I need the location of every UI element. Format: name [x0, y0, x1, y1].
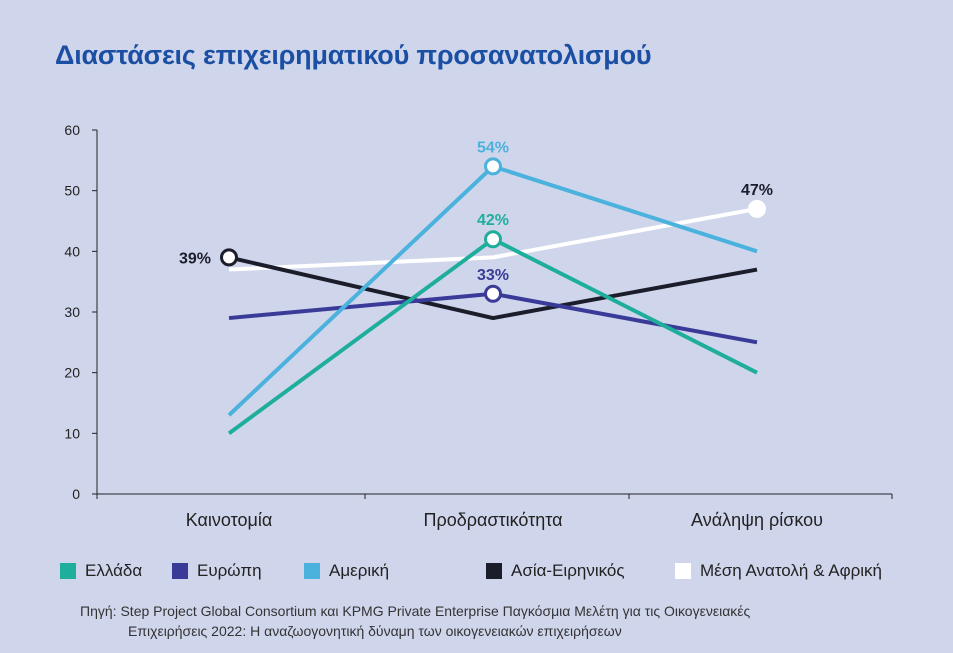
legend-swatch-middle-east-africa — [675, 563, 691, 579]
legend-item-asia-pacific: Ασία-Ειρηνικός — [486, 561, 625, 581]
legend-label-greece: Ελλάδα — [85, 561, 143, 580]
legend-label-middle-east-africa: Μέση Ανατολή & Αφρική — [700, 561, 883, 580]
legend-label-europe: Ευρώπη — [197, 561, 262, 580]
y-tick-label: 0 — [72, 486, 80, 502]
legend-item-middle-east-africa: Μέση Ανατολή & Αφρική — [675, 561, 882, 581]
source-note: Πηγή: Step Project Global Consortium και… — [80, 601, 940, 641]
x-tick-label: Καινοτομία — [186, 510, 273, 530]
data-point-marker — [484, 284, 502, 303]
y-tick-label: 50 — [64, 183, 80, 199]
legend-item-america: Αμερική — [304, 561, 389, 581]
chart-title: Διαστάσεις επιχειρηματικού προσανατολισμ… — [55, 40, 652, 70]
data-label: 54% — [477, 139, 509, 156]
source-line-1: Πηγή: Step Project Global Consortium και… — [80, 603, 751, 619]
legend-swatch-europe — [172, 563, 188, 579]
y-tick-label: 40 — [64, 243, 80, 259]
data-point-marker — [220, 248, 238, 267]
legend-swatch-asia-pacific — [486, 563, 502, 579]
data-point-marker — [748, 199, 766, 218]
x-tick-label: Προδραστικότητα — [423, 510, 562, 530]
source-line-2: Επιχειρήσεις 2022: Η αναζωογονητική δύνα… — [128, 623, 622, 639]
data-point-marker — [484, 230, 502, 249]
legend-item-greece: Ελλάδα — [60, 561, 142, 581]
y-tick-label: 30 — [64, 304, 80, 320]
legend-swatch-america — [304, 563, 320, 579]
legend-label-america: Αμερική — [329, 561, 390, 580]
legend-item-europe: Ευρώπη — [172, 561, 262, 581]
y-tick-label: 10 — [64, 425, 80, 441]
data-label: 33% — [477, 267, 509, 284]
data-label: 47% — [741, 182, 773, 199]
legend-label-asia-pacific: Ασία-Ειρηνικός — [511, 561, 625, 580]
x-tick-label: Ανάληψη ρίσκου — [691, 510, 823, 530]
data-label: 39% — [179, 250, 211, 267]
legend: Ελλάδα Ευρώπη Αμερική Ασία-Ειρηνικός Μέσ… — [60, 561, 940, 585]
y-tick-label: 60 — [64, 122, 80, 138]
data-label: 42% — [477, 212, 509, 229]
legend-swatch-greece — [60, 563, 76, 579]
data-point-marker — [484, 157, 502, 176]
y-tick-label: 20 — [64, 365, 80, 381]
series-line-ασία-ειρηνικός — [228, 255, 758, 321]
